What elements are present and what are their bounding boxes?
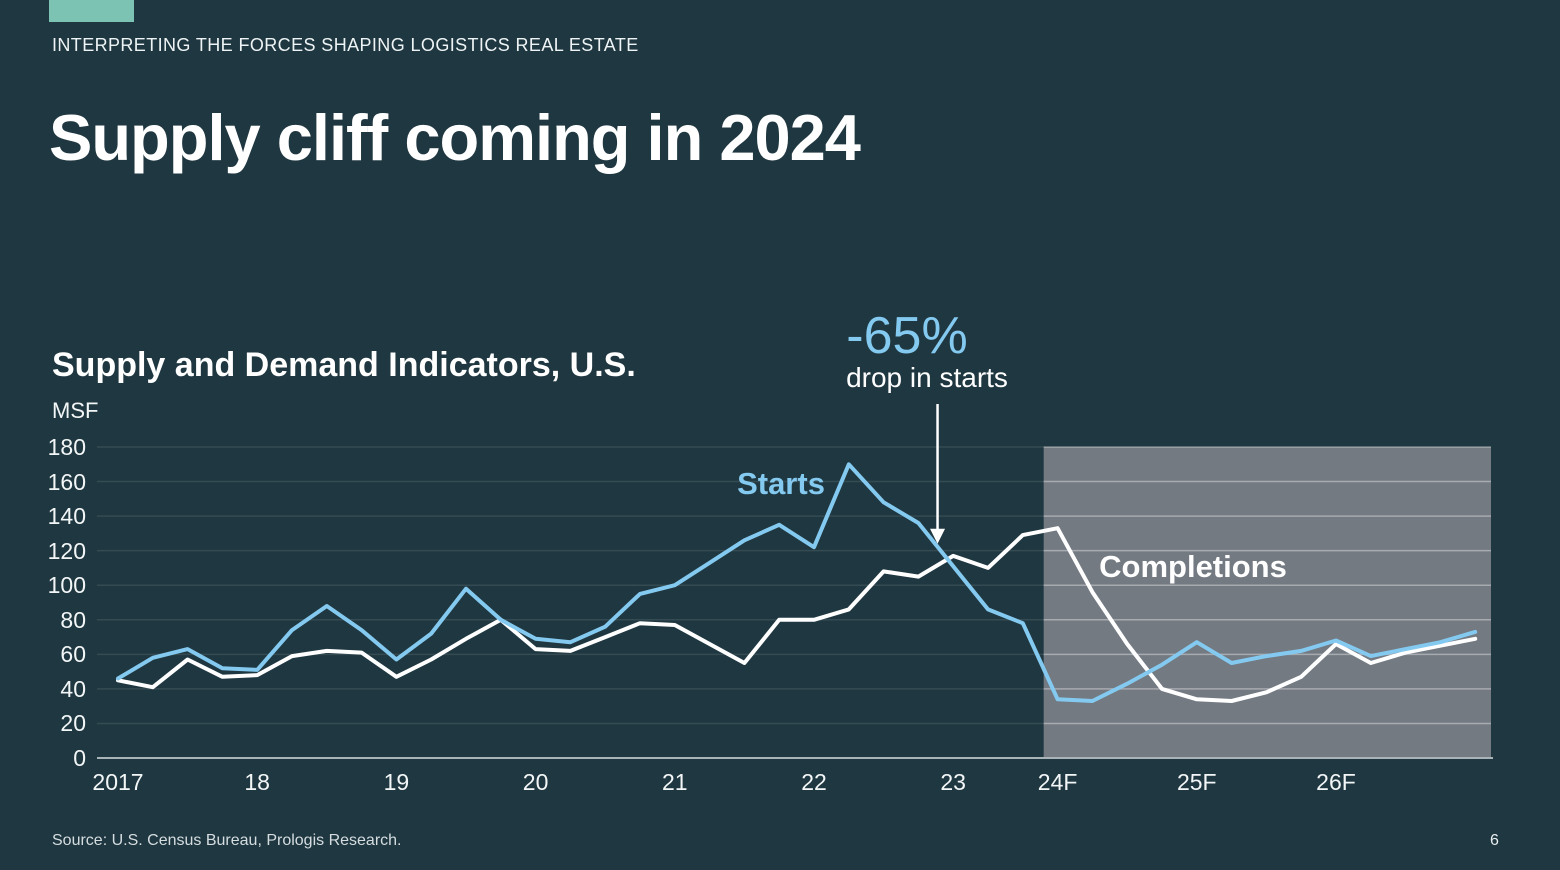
x-tick-label: 18 xyxy=(244,769,270,795)
y-tick-label: 0 xyxy=(73,745,86,771)
y-tick-label: 100 xyxy=(47,572,86,599)
annotation-value: -65% xyxy=(846,307,968,365)
chart-title: Supply and Demand Indicators, U.S. xyxy=(52,346,636,384)
x-tick-label: 2017 xyxy=(92,769,144,795)
x-tick-label: 26F xyxy=(1316,769,1356,795)
starts-series-label: Starts xyxy=(737,466,825,501)
accent-bar xyxy=(49,0,134,22)
y-tick-label: 140 xyxy=(47,503,86,530)
annotation-arrow-head xyxy=(930,528,946,544)
x-tick-label: 24F xyxy=(1037,769,1078,795)
eyebrow-text: INTERPRETING THE FORCES SHAPING LOGISTIC… xyxy=(52,35,639,55)
y-tick-label: 180 xyxy=(47,434,86,460)
y-tick-label: 80 xyxy=(60,606,86,633)
annotation-subtext: drop in starts xyxy=(846,362,1008,393)
completions-series-label: Completions xyxy=(1099,549,1287,584)
y-tick-label: 40 xyxy=(60,675,86,702)
x-tick-label: 25F xyxy=(1176,769,1217,795)
forecast-region xyxy=(1043,447,1491,758)
y-tick-label: 60 xyxy=(60,641,86,668)
x-tick-label: 20 xyxy=(522,769,549,795)
x-tick-label: 22 xyxy=(801,769,827,795)
y-tick-label: 160 xyxy=(47,468,86,495)
slide-title: Supply cliff coming in 2024 xyxy=(49,101,861,174)
y-tick-label: 20 xyxy=(60,710,86,737)
x-tick-label: 19 xyxy=(383,769,410,795)
page-number: 6 xyxy=(1490,832,1499,849)
y-tick-label: 120 xyxy=(47,537,86,564)
y-axis-unit-label: MSF xyxy=(52,398,99,423)
source-note: Source: U.S. Census Bureau, Prologis Res… xyxy=(52,832,402,849)
x-tick-label: 21 xyxy=(662,769,688,795)
x-tick-label: 23 xyxy=(940,769,966,795)
